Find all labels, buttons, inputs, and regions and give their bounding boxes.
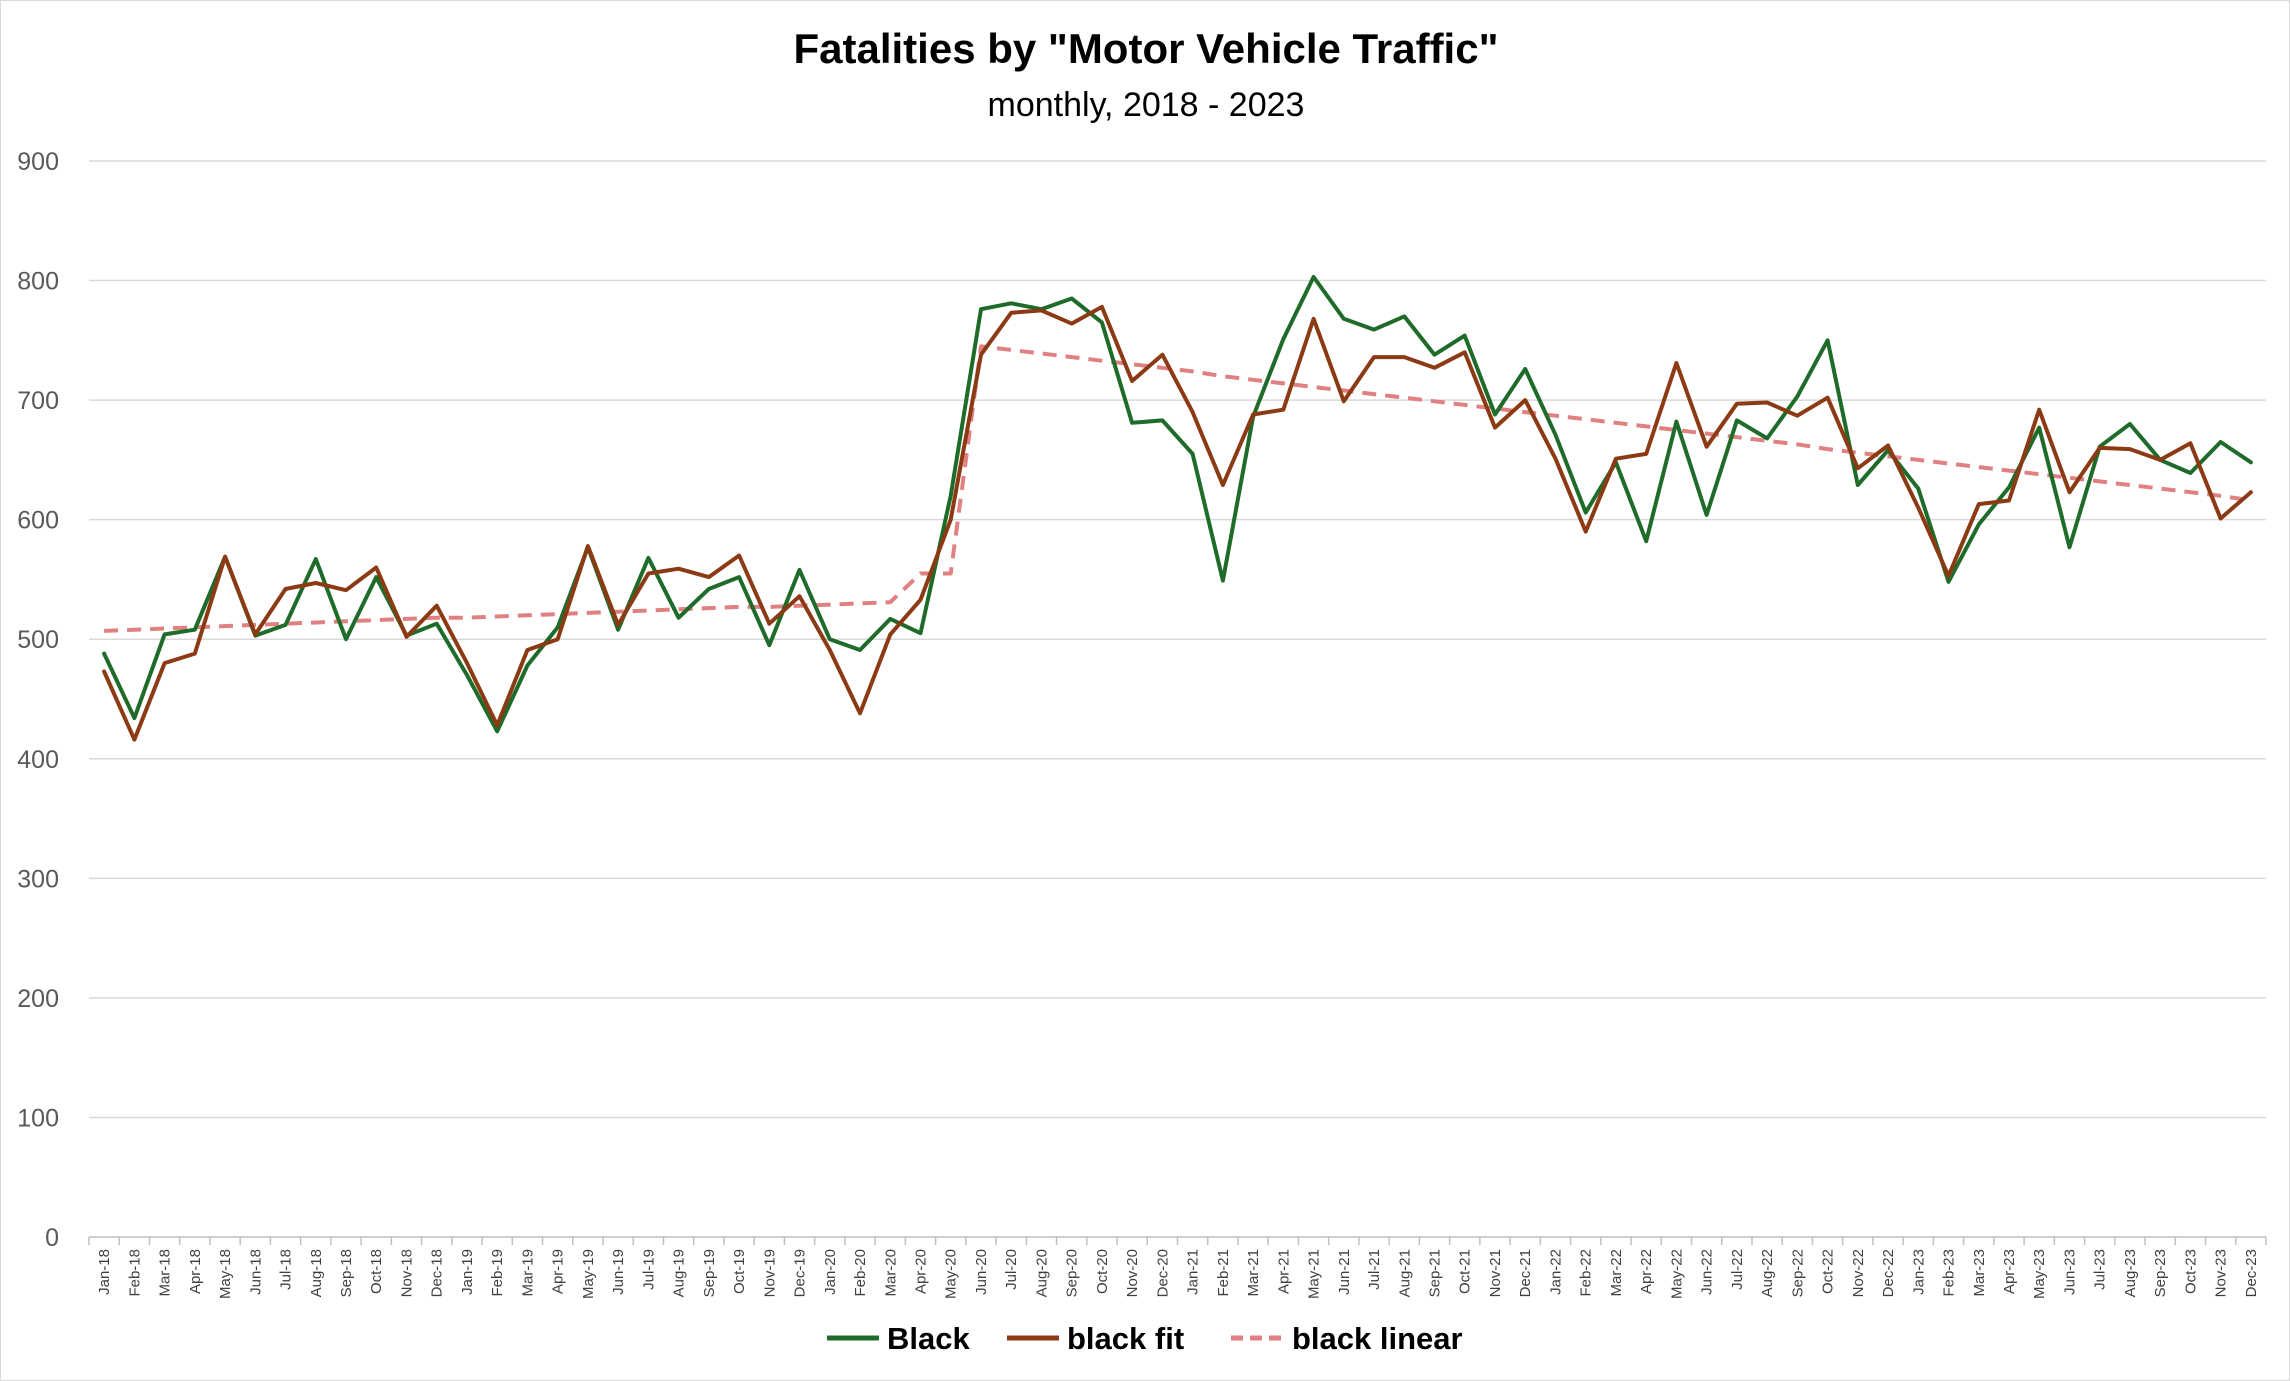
x-tick-label: Jul-23 <box>2092 1249 2109 1290</box>
x-tick-label: Feb-21 <box>1215 1249 1232 1297</box>
x-tick-label: Aug-18 <box>308 1249 325 1297</box>
x-tick-label: Sep-23 <box>2152 1249 2169 1297</box>
x-tick-label: Jan-22 <box>1547 1249 1564 1295</box>
y-tick-label: 700 <box>17 387 59 415</box>
series-lines <box>102 275 2253 742</box>
x-tick-label: Jun-21 <box>1336 1249 1353 1295</box>
x-tick-label: Feb-20 <box>852 1249 869 1297</box>
x-tick-label: Mar-23 <box>1971 1249 1988 1297</box>
series-line-black-fit <box>102 304 2253 742</box>
x-tick-label: Nov-21 <box>1487 1249 1504 1297</box>
y-tick-label: 0 <box>45 1224 59 1252</box>
y-tick-label: 900 <box>17 148 59 176</box>
x-tick-label: Dec-19 <box>792 1249 809 1297</box>
x-tick-label: Jan-20 <box>822 1249 839 1295</box>
x-tick-label: Aug-20 <box>1033 1249 1050 1297</box>
x-tick-label: Jan-23 <box>1910 1249 1927 1295</box>
x-tick-label: Nov-18 <box>398 1249 415 1297</box>
x-tick-label: May-22 <box>1668 1249 1685 1299</box>
x-tick-label: Mar-22 <box>1608 1249 1625 1297</box>
x-tick-label: May-20 <box>943 1249 960 1299</box>
x-tick-label: Nov-23 <box>2213 1249 2230 1297</box>
y-tick-label: 500 <box>17 626 59 654</box>
y-tick-label: 800 <box>17 268 59 296</box>
x-tick-label: Oct-21 <box>1457 1249 1474 1294</box>
x-tick-label: Oct-22 <box>1820 1249 1837 1294</box>
chart-title: Fatalities by "Motor Vehicle Traffic" <box>793 25 1498 72</box>
x-tick-label: Feb-19 <box>489 1249 506 1297</box>
x-tick-label: May-19 <box>580 1249 597 1299</box>
x-tick-label: Mar-18 <box>157 1249 174 1297</box>
x-tick-label: Jun-20 <box>973 1249 990 1295</box>
x-tick-label: Apr-20 <box>912 1249 929 1294</box>
x-tick-label: Dec-21 <box>1517 1249 1534 1297</box>
x-tick-label: Apr-21 <box>1275 1249 1292 1294</box>
x-tick-label: Mar-20 <box>882 1249 899 1297</box>
x-tick-label: Feb-22 <box>1578 1249 1595 1297</box>
x-tick-label: Apr-22 <box>1638 1249 1655 1294</box>
x-tick-label: Oct-19 <box>731 1249 748 1294</box>
x-tick-label: Aug-22 <box>1759 1249 1776 1297</box>
x-tick-label: Jul-22 <box>1729 1249 1746 1290</box>
x-tick-label: Oct-20 <box>1094 1249 1111 1294</box>
x-tick-label: Sep-18 <box>338 1249 355 1297</box>
x-tick-label: Jun-18 <box>247 1249 264 1295</box>
y-tick-label: 200 <box>17 985 59 1013</box>
series-line-black-linear <box>104 344 2252 633</box>
x-tick-label: Nov-22 <box>1850 1249 1867 1297</box>
x-tick-label: Jul-21 <box>1366 1249 1383 1290</box>
x-tick-label: Sep-20 <box>1064 1249 1081 1297</box>
x-tick-label: Dec-22 <box>1880 1249 1897 1297</box>
x-tick-label: Jan-18 <box>96 1249 113 1295</box>
legend-label: black linear <box>1292 1321 1463 1356</box>
x-tick-label: Jul-20 <box>1003 1249 1020 1290</box>
x-tick-label: Dec-23 <box>2243 1249 2260 1297</box>
gridlines <box>89 160 2266 1238</box>
x-tick-label: Oct-23 <box>2182 1249 2199 1294</box>
x-tick-label: Oct-18 <box>368 1249 385 1294</box>
legend: Black black fit black linear <box>827 1321 1463 1356</box>
x-tick-label: Nov-19 <box>761 1249 778 1297</box>
x-tick-label: Jun-23 <box>2061 1249 2078 1295</box>
x-tick-label: Apr-18 <box>187 1249 204 1294</box>
x-tick-label: Jan-21 <box>1185 1249 1202 1295</box>
series-line-black <box>102 275 2253 734</box>
x-tick-label: Nov-20 <box>1124 1249 1141 1297</box>
chart-subtitle: monthly, 2018 - 2023 <box>988 86 1305 124</box>
x-tick-label: Jan-19 <box>459 1249 476 1295</box>
x-tick-label: Apr-23 <box>2001 1249 2018 1294</box>
y-axis: 0 100 200 300 400 500 600 700 800 900 <box>17 148 59 1252</box>
x-tick-label: Mar-19 <box>519 1249 536 1297</box>
x-tick-label: Sep-19 <box>701 1249 718 1297</box>
x-tick-label: Jul-19 <box>640 1249 657 1290</box>
x-tick-label: Jun-22 <box>1699 1249 1716 1295</box>
x-tick-label: Apr-19 <box>550 1249 567 1294</box>
x-tick-label: May-23 <box>2031 1249 2048 1299</box>
x-tick-label: Aug-19 <box>671 1249 688 1297</box>
x-tick-label: Aug-21 <box>1396 1249 1413 1297</box>
x-tick-label: Aug-23 <box>2122 1249 2139 1297</box>
x-tick-label: Sep-22 <box>1789 1249 1806 1297</box>
x-tick-label: Feb-23 <box>1941 1249 1958 1297</box>
y-tick-label: 400 <box>17 746 59 774</box>
x-tick-label: Sep-21 <box>1427 1249 1444 1297</box>
y-tick-label: 600 <box>17 507 59 535</box>
y-tick-label: 300 <box>17 865 59 893</box>
x-tick-label: Dec-18 <box>429 1249 446 1297</box>
x-tick-label: Mar-21 <box>1245 1249 1262 1297</box>
x-tick-label: Jul-18 <box>278 1249 295 1290</box>
legend-label: black fit <box>1067 1321 1184 1356</box>
x-tick-label: Jun-19 <box>610 1249 627 1295</box>
x-tick-label: May-18 <box>217 1249 234 1299</box>
y-tick-label: 100 <box>17 1104 59 1132</box>
x-tick-label: May-21 <box>1306 1249 1323 1299</box>
x-axis: Jan-18 Feb-18 Mar-18 Apr-18 May-18 Jun-18 Jul-… <box>88 1237 2267 1299</box>
x-tick-label: Dec-20 <box>1154 1249 1171 1297</box>
x-tick-label: Feb-18 <box>126 1249 143 1297</box>
legend-label: Black <box>887 1321 970 1356</box>
